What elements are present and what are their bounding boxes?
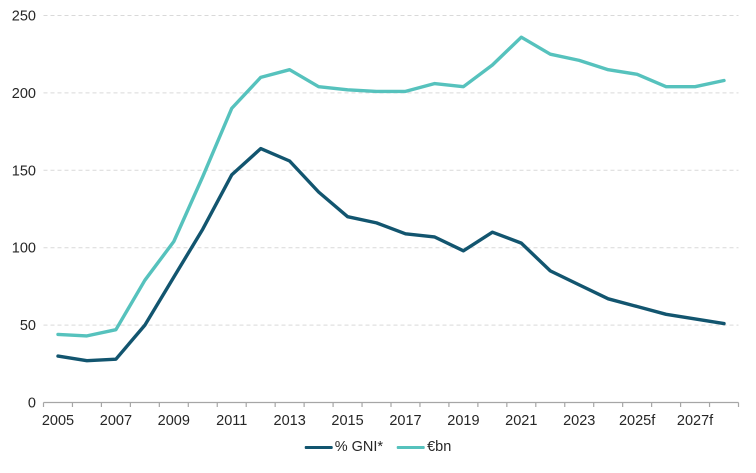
y-axis-label-150: 150 bbox=[12, 163, 36, 179]
legend-item-pct-gni: % GNI* bbox=[304, 439, 384, 455]
y-axis-label-250: 250 bbox=[12, 9, 36, 25]
legend-label-pct-gni: % GNI* bbox=[334, 439, 384, 455]
x-axis-label-2011: 2011 bbox=[216, 413, 247, 429]
x-axis-label-2017: 2017 bbox=[389, 413, 421, 429]
x-axis-label-2019: 2019 bbox=[447, 413, 479, 429]
y-axis-label-100: 100 bbox=[12, 241, 36, 257]
chart-legend: % GNI* €bn bbox=[304, 439, 451, 455]
x-axis-label-2007: 2007 bbox=[100, 413, 132, 429]
eur-bn-line-swatch bbox=[397, 445, 426, 449]
x-axis-label-2009: 2009 bbox=[158, 413, 190, 429]
y-axis-label-0: 0 bbox=[28, 396, 36, 412]
x-axis-label-2021: 2021 bbox=[505, 413, 537, 429]
legend-label-eur-bn: €bn bbox=[427, 439, 452, 455]
x-axis-label-2025f: 2025f bbox=[619, 413, 656, 429]
x-axis-label-2027f: 2027f bbox=[677, 413, 714, 429]
series-line-eur-bn bbox=[56, 35, 726, 338]
legend-item-eur-bn: €bn bbox=[397, 440, 451, 455]
y-axis-label-50: 50 bbox=[20, 318, 36, 334]
x-axis-label-2023: 2023 bbox=[563, 413, 595, 429]
x-axis-label-2015: 2015 bbox=[331, 413, 363, 429]
series-line-pct-gni bbox=[56, 146, 726, 363]
gni-line-swatch bbox=[304, 445, 333, 449]
x-axis-label-2013: 2013 bbox=[274, 413, 306, 429]
y-axis-label-200: 200 bbox=[12, 86, 36, 102]
x-axis-label-2005: 2005 bbox=[42, 413, 74, 429]
